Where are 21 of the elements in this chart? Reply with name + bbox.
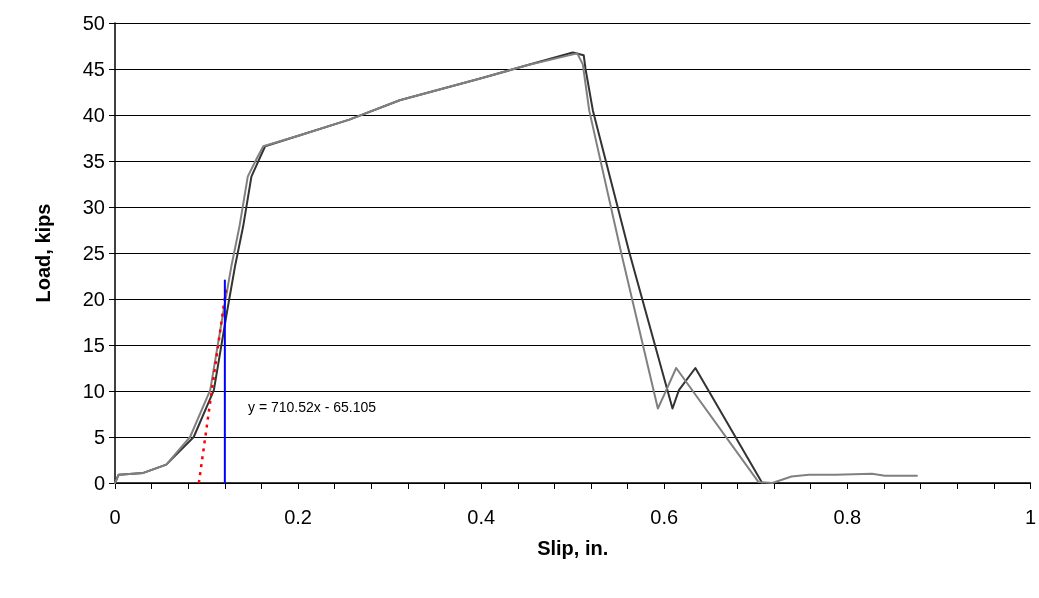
y-tick-label: 10 [82,380,105,402]
x-tick-label: 1 [1024,506,1036,528]
y-tick-label: 5 [93,426,105,448]
y-tick-label: 40 [82,104,105,126]
y-tick-label: 50 [82,12,105,34]
y-tick-label: 30 [82,196,105,218]
y-tick-label: 0 [93,472,105,494]
y-tick-label: 25 [82,242,105,264]
y-tick-label: 45 [82,58,105,80]
y-tick-label: 35 [82,150,105,172]
x-tick-label: 0.4 [467,506,496,528]
x-axis-title: Slip, in. [537,537,609,559]
x-tick-label: 0.8 [833,506,862,528]
line-series [114,52,918,484]
y-tick-label: 20 [82,288,105,310]
y-tick-label: 15 [82,334,105,356]
x-tick-label: 0.6 [650,506,679,528]
y-axis-title: Load, kips [32,203,54,303]
x-tick-label: 0 [109,506,121,528]
x-tick-label: 0.2 [284,506,312,528]
annotation: y = 710.52x - 65.105 [248,399,377,415]
